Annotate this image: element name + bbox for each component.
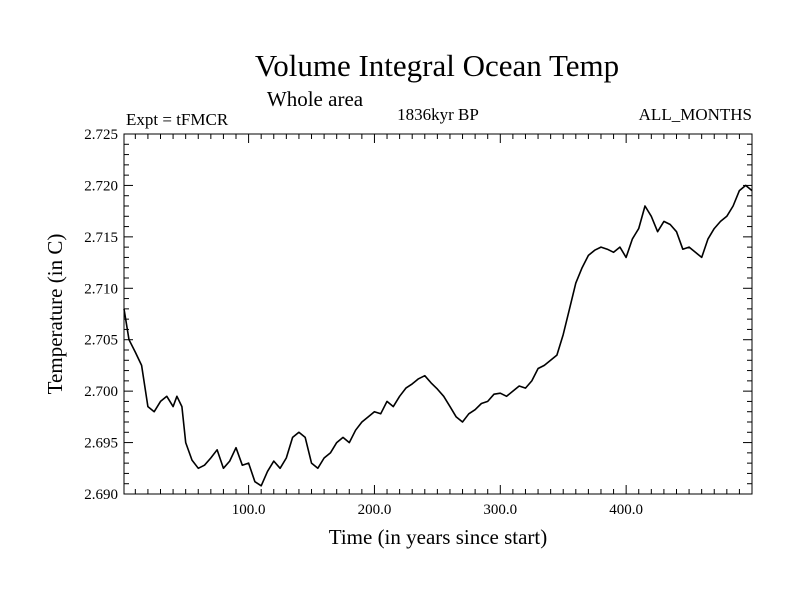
x-tick-label: 300.0: [483, 502, 517, 518]
x-axis-label: Time (in years since start): [329, 525, 548, 549]
x-tick-label: 100.0: [232, 502, 266, 518]
experiment-label: Expt = tFMCR: [126, 110, 229, 129]
temperature-series-line: [123, 184, 753, 487]
tick-layer: 2.690 2.695 2.700 2.705 2.710 2.715 2.720 2.725…: [84, 127, 752, 518]
y-axis-label: Temperature (in C): [43, 234, 67, 395]
y-tick-label: 2.690: [84, 487, 118, 503]
y-tick-label: 2.695: [84, 436, 118, 452]
chart-subtitle: Whole area: [267, 87, 364, 111]
period-label: 1836kyr BP: [397, 105, 479, 124]
series-layer: [123, 184, 753, 487]
y-tick-label: 2.725: [84, 127, 118, 143]
months-label: ALL_MONTHS: [639, 105, 752, 124]
y-tick-label: 2.715: [84, 230, 118, 246]
chart-title: Volume Integral Ocean Temp: [255, 48, 619, 83]
y-tick-label: 2.720: [84, 178, 118, 194]
y-tick-label: 2.705: [84, 333, 118, 349]
y-tick-label: 2.710: [84, 281, 118, 297]
x-tick-label: 400.0: [609, 502, 643, 518]
y-tick-label: 2.700: [84, 384, 118, 400]
plot-frame: [123, 133, 753, 495]
x-tick-label: 200.0: [358, 502, 392, 518]
